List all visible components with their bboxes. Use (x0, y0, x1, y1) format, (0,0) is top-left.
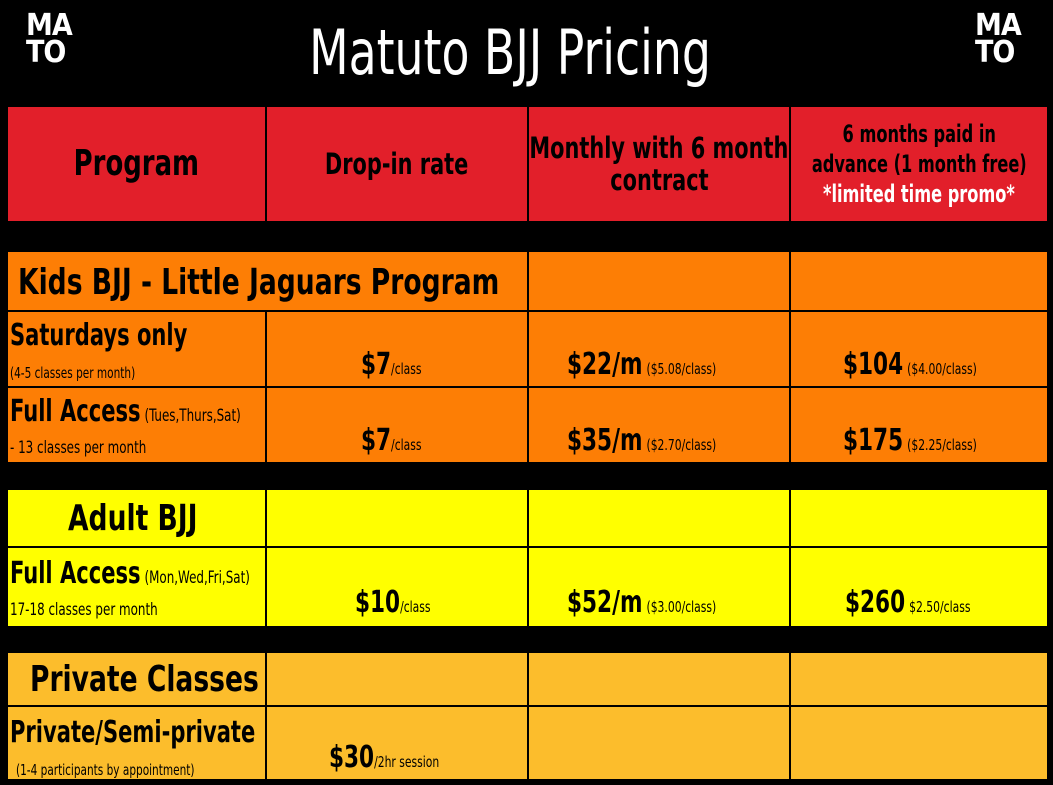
promo-text: *limited time promo* (823, 180, 1015, 208)
kids-full-label: Full Access (Tues,Thurs,Sat) - 13 classe… (7, 387, 266, 463)
kids-saturdays-label: Saturdays only (4-5 classes per month) (7, 311, 266, 387)
adult-full-advance: $260 $2.50/class (790, 547, 1048, 627)
private-empty-dropin (266, 652, 528, 706)
private-empty-monthly (528, 652, 790, 706)
adult-full-dropin: $10/class (266, 547, 528, 627)
header-program: Program (7, 106, 266, 222)
adult-section-title: Adult BJJ (7, 489, 266, 547)
adult-empty-monthly (528, 489, 790, 547)
kids-saturdays-dropin: $7/class (266, 311, 528, 387)
matuto-logo-right: MA TO (975, 8, 1022, 70)
matuto-logo-left: MA TO (26, 8, 73, 70)
adult-full-monthly: $52/m ($3.00/class) (528, 547, 790, 627)
adult-empty-advance (790, 489, 1048, 547)
kids-full-advance: $175 ($2.25/class) (790, 387, 1048, 463)
private-row-label: Private/Semi-private (1-4 participants b… (7, 706, 266, 780)
private-section-title: Private Classes (7, 652, 266, 706)
private-row-monthly (528, 706, 790, 780)
header-advance: 6 months paid in advance (1 month free) … (790, 106, 1048, 222)
kids-saturdays-advance: $104 ($4.00/class) (790, 311, 1048, 387)
header-monthly: Monthly with 6 month contract (528, 106, 790, 222)
adult-empty-dropin (266, 489, 528, 547)
page-title: Matuto BJJ Pricing (309, 16, 711, 89)
kids-saturdays-monthly: $22/m ($5.08/class) (528, 311, 790, 387)
kids-empty-monthly (528, 251, 790, 311)
kids-empty-advance (790, 251, 1048, 311)
private-empty-advance (790, 652, 1048, 706)
kids-section-title: Kids BJJ - Little Jaguars Program (7, 251, 528, 311)
header-dropin: Drop-in rate (266, 106, 528, 222)
private-row-dropin: $30/2hr session (266, 706, 528, 780)
kids-full-dropin: $7/class (266, 387, 528, 463)
kids-full-monthly: $35/m ($2.70/class) (528, 387, 790, 463)
adult-full-label: Full Access (Mon,Wed,Fri,Sat) 17-18 clas… (7, 547, 266, 627)
private-row-advance (790, 706, 1048, 780)
